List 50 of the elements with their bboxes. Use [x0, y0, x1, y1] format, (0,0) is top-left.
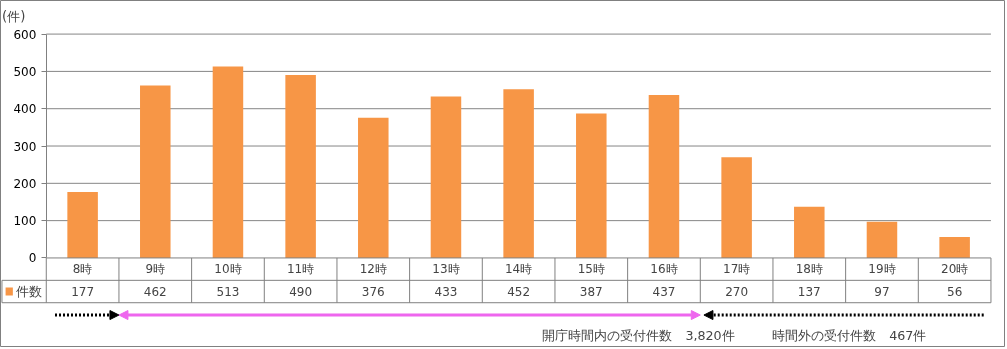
y-tick-label: 600 — [13, 27, 37, 42]
y-axis-title: (件) — [1, 8, 26, 24]
data-label: 177 — [71, 285, 95, 300]
data-label: 97 — [874, 285, 890, 300]
text: 開庁時間内の受付件数 3,820件 — [542, 327, 735, 343]
data-label: 56 — [947, 285, 963, 300]
data-label: 452 — [507, 285, 531, 300]
legend-label: 件数 — [16, 284, 43, 300]
bar — [285, 75, 316, 258]
x-tick-label: 16時 — [650, 262, 678, 277]
y-tick-label: 0 — [28, 251, 37, 266]
text: 時間外の受付件数 467件 — [772, 327, 927, 343]
data-label: 433 — [434, 285, 458, 300]
y-tick-label: 400 — [13, 102, 37, 117]
data-label: 137 — [797, 285, 821, 300]
x-tick-label: 19時 — [868, 262, 896, 277]
x-tick-label: 9時 — [145, 262, 166, 277]
bar — [576, 113, 607, 258]
y-tick-label: 300 — [13, 139, 37, 154]
bar — [648, 94, 680, 258]
x-tick-label: 10時 — [214, 262, 242, 277]
bar — [430, 96, 462, 258]
y-tick-label: 200 — [13, 176, 37, 191]
x-tick-label: 15時 — [577, 262, 605, 277]
bar — [794, 206, 825, 258]
x-tick-label: 12時 — [359, 262, 387, 277]
x-tick-label: 8時 — [72, 262, 93, 277]
x-tick-label: 11時 — [286, 262, 315, 277]
x-tick-label: 17時 — [722, 262, 751, 277]
data-label: 376 — [361, 285, 385, 300]
bar — [140, 85, 171, 258]
bar — [67, 191, 98, 258]
x-tick-label: 20時 — [941, 262, 969, 277]
bar — [212, 66, 244, 258]
bar — [503, 89, 534, 258]
data-label: 513 — [216, 285, 240, 300]
bar — [721, 157, 752, 258]
data-label: 387 — [579, 285, 603, 300]
data-label: 437 — [652, 285, 676, 300]
bar — [866, 221, 898, 258]
y-tick-label: 500 — [13, 64, 37, 79]
y-tick-label: 100 — [13, 214, 37, 229]
bar — [939, 237, 970, 258]
x-tick-label: 13時 — [432, 262, 460, 277]
x-tick-label: 14時 — [504, 262, 533, 277]
data-label: 490 — [289, 285, 313, 300]
x-tick-label: 18時 — [795, 262, 823, 277]
data-label: 270 — [725, 285, 749, 300]
bar — [358, 117, 389, 258]
data-label: 462 — [143, 285, 167, 300]
